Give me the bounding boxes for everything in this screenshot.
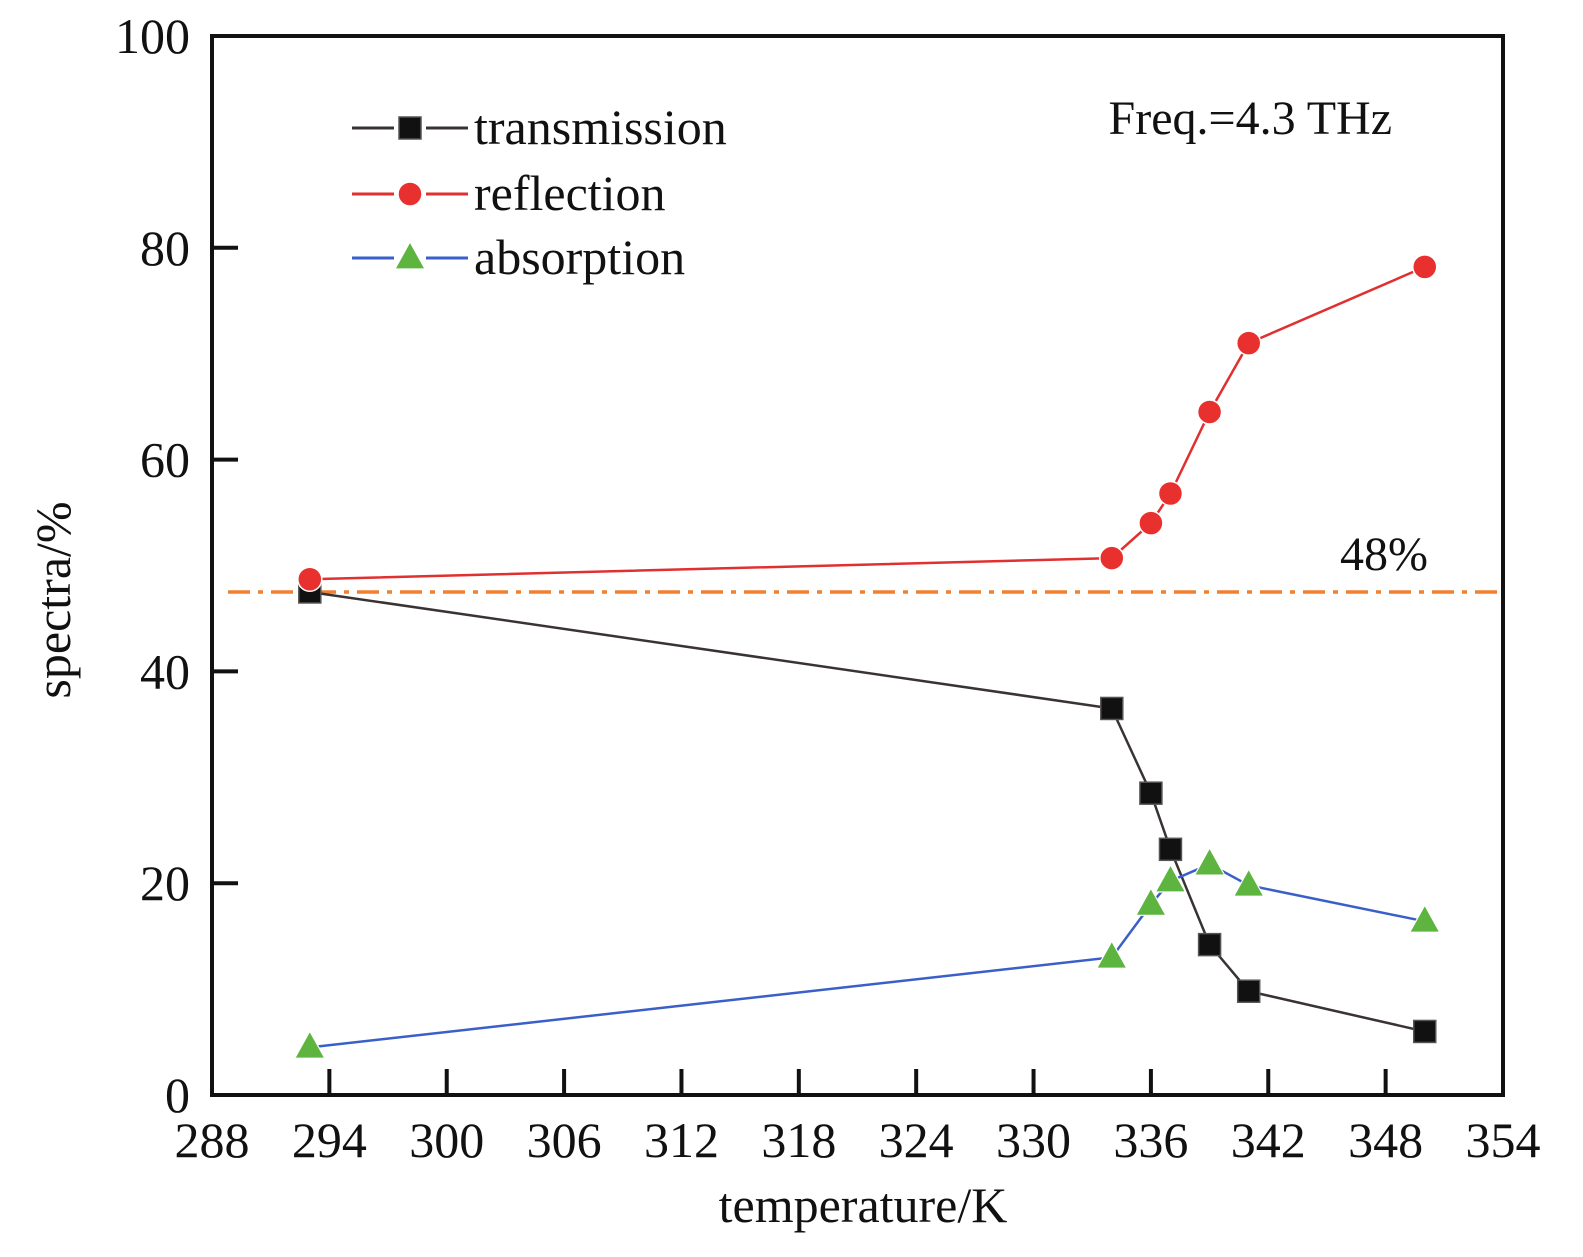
reflection-point	[1099, 545, 1125, 571]
x-tick-label: 312	[644, 1112, 719, 1168]
x-tick-label: 300	[409, 1112, 484, 1168]
x-tick-label: 306	[527, 1112, 602, 1168]
x-tick-label: 318	[761, 1112, 836, 1168]
x-tick-label: 288	[175, 1112, 250, 1168]
legend-marker-absorption	[393, 240, 427, 270]
transmission-point	[1139, 781, 1163, 805]
absorption-point	[1193, 846, 1226, 876]
x-tick-label: 330	[996, 1112, 1071, 1168]
reflection-point	[1235, 330, 1262, 356]
legend-label-reflection: reflection	[474, 165, 666, 221]
legend-label-transmission: transmission	[474, 99, 727, 155]
y-tick-label: 0	[165, 1067, 190, 1123]
reference-line-label: 48%	[1340, 528, 1428, 581]
x-axis-title: temperature/K	[719, 1177, 1008, 1233]
reflection-point	[297, 566, 323, 593]
series-group	[293, 254, 1441, 1059]
x-tick-label: 324	[879, 1112, 954, 1168]
y-tick-label: 20	[140, 855, 190, 911]
y-tick-label: 40	[140, 643, 190, 699]
x-tick-label: 342	[1231, 1112, 1306, 1168]
absorption-point	[1232, 867, 1265, 897]
legend-marker-reflection	[397, 181, 423, 207]
series-absorption	[293, 846, 1441, 1059]
series-transmission	[298, 580, 1437, 1044]
absorption-point	[1134, 887, 1167, 916]
plot-frame	[210, 34, 1505, 1097]
absorption-point	[1408, 903, 1441, 933]
y-tick-label: 60	[140, 432, 190, 488]
reflection-point	[1138, 510, 1164, 536]
y-axis-title: spectra/%	[25, 501, 81, 698]
transmission-point	[1100, 696, 1124, 721]
absorption-point	[293, 1029, 326, 1059]
x-tick-label: 354	[1466, 1112, 1541, 1168]
transmission-line	[309, 590, 1426, 1033]
reflection-point	[1157, 480, 1184, 507]
x-tick-label: 336	[1113, 1112, 1188, 1168]
reflection-point	[1412, 254, 1438, 280]
absorption-point	[1154, 863, 1187, 893]
x-tick-label: 348	[1348, 1112, 1423, 1168]
x-tick-label: 294	[292, 1112, 367, 1168]
legend-label-absorption: absorption	[474, 229, 685, 285]
axes-group: 288 294 300 306 312 318 324 330 336 342 348 354 0 20 4…	[115, 8, 1541, 1168]
absorption-point	[1095, 939, 1128, 969]
transmission-point	[1236, 979, 1261, 1003]
reflection-line	[309, 265, 1426, 581]
y-tick-label: 80	[140, 220, 190, 276]
legend-marker-transmission	[398, 116, 422, 140]
reference-line-group: 48%	[228, 528, 1497, 594]
series-reflection	[297, 254, 1438, 593]
frequency-annotation: Freq.=4.3 THz	[1109, 92, 1392, 145]
transmission-point	[1197, 932, 1222, 957]
y-tick-label: 100	[115, 8, 190, 64]
legend: transmission reflection absorption	[352, 99, 727, 285]
transmission-point	[1413, 1019, 1437, 1044]
transmission-point	[1158, 837, 1183, 862]
reflection-point	[1196, 399, 1223, 425]
